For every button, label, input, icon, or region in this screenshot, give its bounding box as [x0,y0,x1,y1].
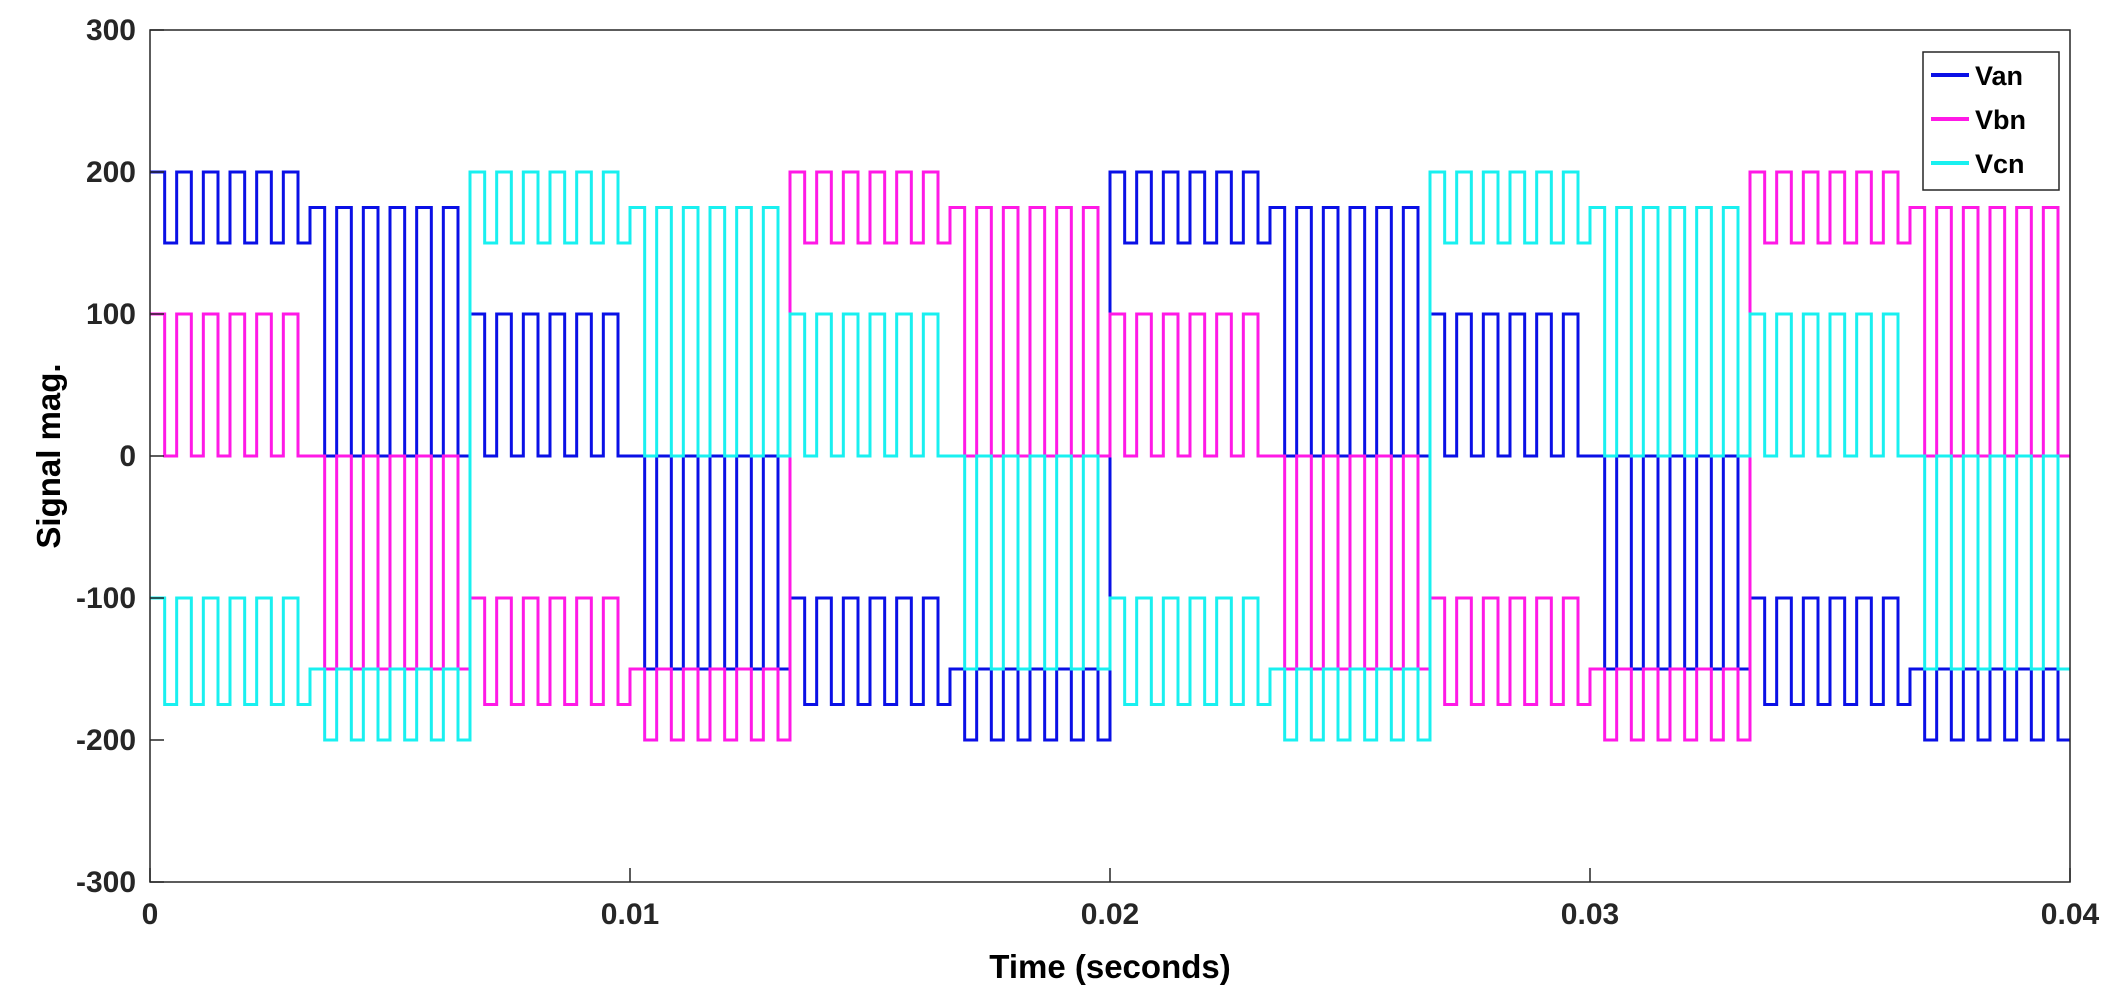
series-layer [150,170,2070,742]
legend-label-vcn: Vcn [1975,149,2025,179]
x-tick-label: 0.03 [1561,898,1619,931]
y-tick-label: -100 [76,582,136,615]
x-tick-label: 0.04 [2041,898,2100,931]
x-tick-label: 0.01 [601,898,659,931]
legend: Van Vbn Vcn [1922,51,2060,191]
x-axis-title: Time (seconds) [989,948,1230,985]
y-tick-label: 100 [86,298,136,331]
x-tick-label: 0 [142,898,159,931]
ticks-layer: -300 -200 -100 0 100 200 300 0 0.01 0.02 0.03 0.04 [76,14,2100,931]
y-tick-label: 0 [119,440,136,473]
x-tick-label: 0.02 [1081,898,1139,931]
y-tick-label: -200 [76,724,136,757]
series-line-vcn [150,170,2070,742]
y-axis-title: Signal mag. [30,363,67,548]
y-tick-label: 300 [86,14,136,47]
legend-label-vbn: Vbn [1975,105,2026,135]
legend-label-van: Van [1975,61,2023,91]
y-tick-label: 200 [86,156,136,189]
y-tick-label: -300 [76,866,136,899]
